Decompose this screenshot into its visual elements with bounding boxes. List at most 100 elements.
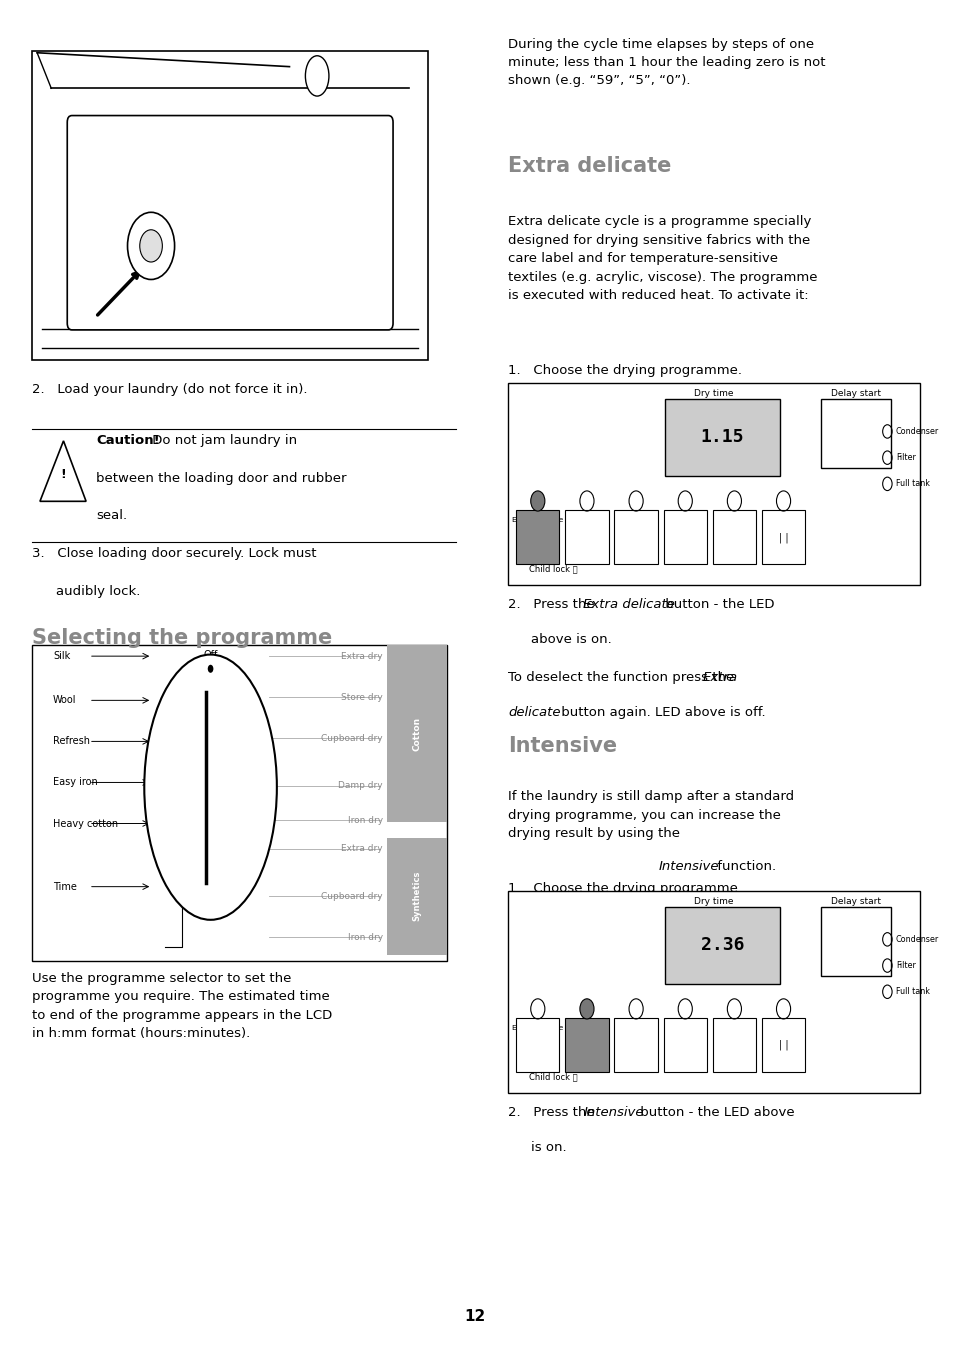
Text: Condenser: Condenser xyxy=(895,934,938,944)
Text: Long
anti-crease: Long anti-crease xyxy=(615,516,656,530)
Text: Filter: Filter xyxy=(895,961,915,971)
Text: Use the programme selector to set the
programme you require. The estimated time
: Use the programme selector to set the pr… xyxy=(32,972,333,1040)
Text: Iron dry: Iron dry xyxy=(348,933,382,942)
Text: Silk: Silk xyxy=(53,652,71,661)
Text: delicate: delicate xyxy=(507,706,559,718)
Circle shape xyxy=(208,665,213,673)
FancyBboxPatch shape xyxy=(761,1018,804,1072)
Text: Intensive: Intensive xyxy=(570,516,603,523)
Text: 2.   Press the: 2. Press the xyxy=(507,1106,598,1119)
Text: Extra delicate: Extra delicate xyxy=(582,598,675,611)
FancyBboxPatch shape xyxy=(761,510,804,565)
Text: Synthetics: Synthetics xyxy=(412,871,420,921)
Circle shape xyxy=(139,230,162,262)
Text: Intensive: Intensive xyxy=(582,1106,643,1119)
Text: button again. LED above is off.: button again. LED above is off. xyxy=(557,706,764,718)
Text: above is on.: above is on. xyxy=(531,633,612,646)
Text: 12: 12 xyxy=(464,1309,485,1324)
Text: Heavy cotton: Heavy cotton xyxy=(53,818,118,829)
Text: Delay start: Delay start xyxy=(831,389,881,397)
FancyBboxPatch shape xyxy=(516,510,558,565)
Text: Start/Pause: Start/Pause xyxy=(761,516,803,523)
Polygon shape xyxy=(40,441,86,502)
FancyBboxPatch shape xyxy=(663,510,706,565)
Text: Extra delicate: Extra delicate xyxy=(512,1025,563,1032)
Text: Dry time: Dry time xyxy=(694,896,733,906)
Text: Do not jam laundry in: Do not jam laundry in xyxy=(148,434,297,448)
Text: Easy iron: Easy iron xyxy=(53,777,98,787)
FancyBboxPatch shape xyxy=(614,510,657,565)
FancyBboxPatch shape xyxy=(712,1018,755,1072)
FancyBboxPatch shape xyxy=(516,1018,558,1072)
Text: 2.   Press the: 2. Press the xyxy=(507,598,598,611)
Text: Cupboard dry: Cupboard dry xyxy=(321,734,382,742)
Text: To deselect the function press the: To deselect the function press the xyxy=(507,671,738,684)
Text: If the laundry is still damp after a standard
drying programme, you can increase: If the laundry is still damp after a sta… xyxy=(507,790,793,840)
Text: | |: | | xyxy=(778,533,787,542)
Text: Extra delicate: Extra delicate xyxy=(507,155,671,176)
Text: Extra: Extra xyxy=(702,671,738,684)
Text: Time: Time xyxy=(724,516,742,523)
Text: Child lock ⓘ: Child lock ⓘ xyxy=(528,1072,577,1082)
Text: Intensive: Intensive xyxy=(658,860,719,873)
Text: Time: Time xyxy=(53,882,77,892)
FancyBboxPatch shape xyxy=(565,510,608,565)
Ellipse shape xyxy=(144,654,276,919)
Text: button - the LED: button - the LED xyxy=(660,598,774,611)
FancyBboxPatch shape xyxy=(67,115,393,330)
Text: Filter: Filter xyxy=(895,453,915,462)
Text: Cotton: Cotton xyxy=(412,717,420,750)
Text: Intensive: Intensive xyxy=(507,737,617,757)
Text: is on.: is on. xyxy=(531,1141,566,1153)
Text: Start/Pause: Start/Pause xyxy=(761,1025,803,1032)
Text: Iron dry: Iron dry xyxy=(348,815,382,825)
FancyBboxPatch shape xyxy=(663,1018,706,1072)
Text: Selecting the programme: Selecting the programme xyxy=(32,627,333,648)
Text: Condenser: Condenser xyxy=(895,427,938,435)
Text: Child lock ⓘ: Child lock ⓘ xyxy=(528,565,577,573)
Text: button - the LED above: button - the LED above xyxy=(636,1106,794,1119)
Text: Intensive: Intensive xyxy=(570,1025,603,1032)
Text: Full tank: Full tank xyxy=(895,480,929,488)
Text: 3.   Close loading door securely. Lock must: 3. Close loading door securely. Lock mus… xyxy=(32,548,316,560)
Text: Off: Off xyxy=(203,650,217,660)
Text: During the cycle time elapses by steps of one
minute; less than 1 hour the leadi: During the cycle time elapses by steps o… xyxy=(507,38,824,87)
FancyBboxPatch shape xyxy=(712,510,755,565)
Text: | |: | | xyxy=(778,1040,787,1051)
FancyBboxPatch shape xyxy=(507,383,920,584)
Circle shape xyxy=(128,212,174,280)
FancyBboxPatch shape xyxy=(821,399,890,468)
Text: Extra dry: Extra dry xyxy=(341,844,382,853)
FancyBboxPatch shape xyxy=(614,1018,657,1072)
Text: 2.   Load your laundry (do not force it in).: 2. Load your laundry (do not force it in… xyxy=(32,383,308,396)
Text: Store dry: Store dry xyxy=(341,692,382,702)
FancyBboxPatch shape xyxy=(664,907,780,984)
Text: 1.   Choose the drying programme.: 1. Choose the drying programme. xyxy=(507,882,741,895)
Text: Delay start: Delay start xyxy=(831,896,881,906)
Text: Cupboard dry: Cupboard dry xyxy=(321,891,382,900)
Text: Dry time: Dry time xyxy=(694,389,733,397)
Text: 1.   Choose the drying programme.: 1. Choose the drying programme. xyxy=(507,364,741,377)
FancyBboxPatch shape xyxy=(664,399,780,476)
Text: Time: Time xyxy=(724,1025,742,1032)
Text: Damp dry: Damp dry xyxy=(338,781,382,790)
FancyBboxPatch shape xyxy=(32,51,428,360)
FancyBboxPatch shape xyxy=(507,891,920,1092)
Text: Alarm: Alarm xyxy=(674,516,696,523)
Text: Refresh: Refresh xyxy=(53,737,90,746)
Text: Long
anti-crease: Long anti-crease xyxy=(615,1025,656,1038)
Text: audibly lock.: audibly lock. xyxy=(56,584,140,598)
Text: 1.15: 1.15 xyxy=(700,429,743,446)
Text: 2.36: 2.36 xyxy=(700,937,743,955)
FancyBboxPatch shape xyxy=(386,838,446,955)
Circle shape xyxy=(530,491,544,511)
Text: Extra delicate cycle is a programme specially
designed for drying sensitive fabr: Extra delicate cycle is a programme spec… xyxy=(507,215,817,301)
Circle shape xyxy=(579,999,594,1019)
Ellipse shape xyxy=(305,55,329,96)
Text: Full tank: Full tank xyxy=(895,987,929,996)
Text: between the loading door and rubber: between the loading door and rubber xyxy=(96,472,347,485)
FancyBboxPatch shape xyxy=(32,645,446,961)
Text: Alarm: Alarm xyxy=(674,1025,696,1032)
Text: Extra dry: Extra dry xyxy=(341,652,382,661)
Text: Caution!: Caution! xyxy=(96,434,160,448)
